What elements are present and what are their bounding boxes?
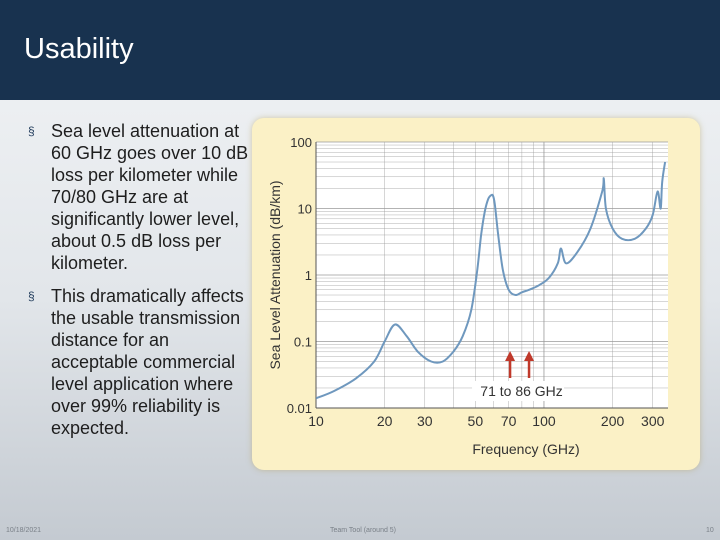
- bullet-text: This dramatically affects the usable tra…: [51, 286, 244, 438]
- bullet-marker-icon: §: [28, 289, 35, 303]
- y-axis-title: Sea Level Attenuation (dB/km): [267, 180, 283, 369]
- chart-panel: 0.01 0.1 1 10 100 10 20 30 50 70 100 200 300 Frequenc…: [252, 118, 700, 470]
- band-arrow-head: [505, 351, 516, 361]
- annotation-label-bg: [472, 381, 565, 401]
- footer-center-text: Team Tool (around 5): [330, 527, 397, 534]
- y-tick-label: 0.01: [287, 401, 312, 416]
- y-tick-label: 10: [298, 202, 312, 217]
- attenuation-curve: [316, 161, 667, 400]
- y-tick-label: 0.1: [294, 335, 312, 350]
- band-arrow-head: [524, 351, 535, 361]
- x-axis-title: Frequency (GHz): [472, 441, 579, 457]
- x-tick-label: 100: [532, 413, 556, 429]
- header-bar: Usability: [0, 0, 720, 100]
- slide-title: Usability: [24, 33, 134, 65]
- x-tick-label: 30: [417, 413, 433, 429]
- bullet-item: § This dramatically affects the usable t…: [28, 285, 250, 439]
- x-tick-label: 70: [501, 413, 517, 429]
- x-tick-label: 50: [468, 413, 484, 429]
- x-tick-label: 200: [601, 413, 625, 429]
- attenuation-chart: 0.01 0.1 1 10 100 10 20 30 50 70 100 200 300 Frequenc…: [267, 135, 668, 457]
- annotation-label: 71 to 86 GHz: [480, 383, 563, 399]
- bullet-marker-icon: §: [28, 124, 35, 138]
- x-tick-label: 20: [377, 413, 393, 429]
- y-tick-label: 100: [290, 135, 312, 150]
- x-tick-label: 300: [641, 413, 665, 429]
- footer-page-number: 10: [706, 527, 714, 534]
- bullet-item: § Sea level attenuation at 60 GHz goes o…: [28, 120, 250, 274]
- bullet-text: Sea level attenuation at 60 GHz goes ove…: [51, 121, 249, 273]
- x-tick-label: 10: [308, 413, 324, 429]
- footer-date: 10/18/2021: [6, 527, 42, 534]
- y-tick-label: 1: [305, 268, 312, 283]
- bullet-list: § Sea level attenuation at 60 GHz goes o…: [28, 120, 250, 450]
